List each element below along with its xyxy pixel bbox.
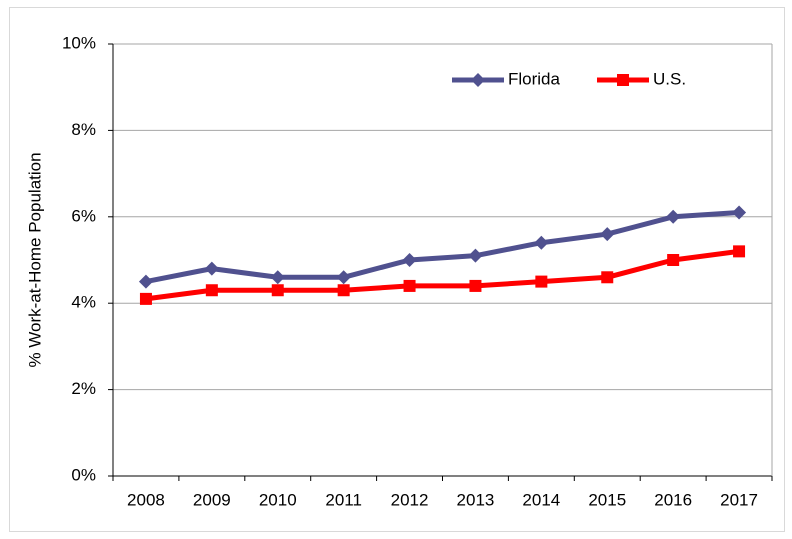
y-tick-label: 4% — [71, 293, 96, 312]
y-axis-label: % Work-at-Home Population — [25, 152, 44, 367]
data-point — [600, 227, 615, 242]
data-point — [601, 271, 614, 284]
data-point — [139, 292, 152, 305]
data-point — [667, 254, 680, 266]
data-point — [666, 209, 681, 224]
y-tick-label: 2% — [71, 379, 96, 398]
x-tick-label: 2014 — [522, 490, 560, 509]
x-tick-label: 2011 — [325, 490, 362, 509]
series-line — [145, 209, 740, 285]
y-tick-label: 0% — [71, 465, 96, 484]
data-point — [205, 284, 218, 297]
x-tick-label: 2017 — [720, 490, 758, 509]
x-tick-label: 2008 — [127, 490, 165, 509]
data-point — [732, 205, 747, 220]
legend-label: Florida — [508, 69, 561, 88]
data-point — [138, 274, 153, 289]
data-point — [336, 270, 351, 285]
data-point — [733, 245, 746, 258]
y-tick-label: 6% — [71, 206, 96, 225]
x-tick-label: 2009 — [193, 490, 231, 509]
y-tick-label: 10% — [62, 33, 96, 52]
x-tick-label: 2012 — [391, 490, 429, 509]
x-tick-label: 2016 — [654, 490, 692, 509]
data-point — [469, 279, 482, 292]
data-point — [270, 270, 285, 285]
data-point — [534, 235, 549, 250]
legend-marker — [471, 73, 485, 87]
legend-label: U.S. — [653, 69, 686, 88]
y-tick-label: 8% — [71, 120, 96, 139]
x-tick-label: 2010 — [259, 490, 297, 509]
data-point — [402, 253, 417, 267]
data-point — [271, 284, 284, 297]
data-point — [403, 279, 416, 292]
chart-frame — [9, 7, 785, 532]
series-line — [145, 248, 740, 302]
x-tick-label: 2013 — [457, 490, 495, 509]
data-point — [468, 248, 483, 263]
data-point — [535, 275, 548, 288]
x-tick-label: 2015 — [588, 490, 626, 509]
legend-marker — [617, 74, 629, 86]
data-point — [337, 284, 350, 297]
data-point — [204, 261, 219, 276]
